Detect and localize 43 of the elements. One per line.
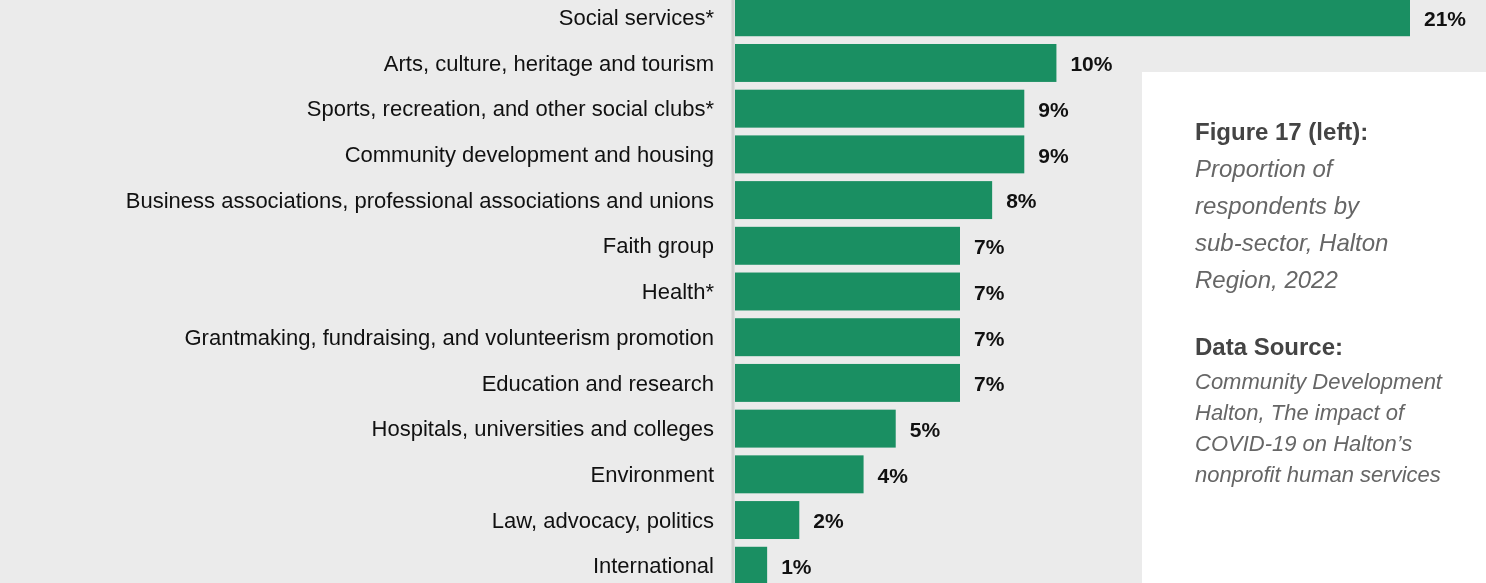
data-label: 7% — [974, 326, 1005, 350]
data-label: 10% — [1070, 52, 1113, 76]
bar — [735, 455, 864, 494]
data-label: 7% — [974, 372, 1005, 396]
bar — [735, 0, 1410, 37]
bar — [735, 43, 1057, 82]
data-label: 7% — [974, 235, 1005, 259]
y-tick-label: International — [592, 553, 714, 579]
y-tick-label: Hospitals, universities and colleges — [371, 416, 714, 442]
bar — [735, 363, 960, 402]
y-tick-label: Law, advocacy, politics — [491, 507, 714, 533]
y-tick-label: Community development and housing — [344, 142, 714, 168]
data-label: 8% — [1006, 189, 1037, 213]
y-tick-label: Arts, culture, heritage and tourism — [383, 50, 714, 76]
data-label: 9% — [1038, 98, 1069, 122]
y-tick-label: Social services* — [558, 4, 715, 30]
y-tick-label: Faith group — [602, 233, 714, 259]
bar — [735, 409, 896, 448]
y-tick-label: Education and research — [481, 370, 714, 396]
y-tick-label: Health* — [641, 279, 715, 305]
data-label: 2% — [813, 509, 844, 533]
data-label: 5% — [909, 417, 941, 441]
y-tick-label: Environment — [590, 462, 714, 488]
text: Proportion of respondents by sub-sector, Halton Region, 2022 — [1195, 155, 1389, 293]
text: Figure 17 (left): — [1195, 118, 1369, 145]
bar — [735, 89, 1025, 128]
annotation: Data Source: — [1195, 333, 1344, 360]
y-tick-label: Grantmaking, fundraising, and volunteerism promotion — [184, 324, 714, 350]
bar — [735, 181, 993, 220]
data-label: 21% — [1424, 6, 1467, 30]
data-label: 9% — [1038, 143, 1069, 167]
bar — [735, 272, 960, 311]
y-tick-label: Business associations, professional associations and unions — [125, 187, 714, 213]
y-tick-label: Sports, recreation, and other social clubs* — [306, 96, 715, 122]
bar — [735, 318, 960, 357]
data-label: 1% — [781, 555, 812, 579]
bar — [735, 546, 768, 583]
data-label: 4% — [877, 463, 909, 487]
bar — [735, 501, 800, 540]
bar — [735, 226, 960, 265]
data-label: 7% — [974, 280, 1005, 304]
annotation: Community Development Halton, The impact of COVID-19 on Halton’s nonprofit human services — [1195, 369, 1443, 487]
bar — [735, 135, 1025, 174]
